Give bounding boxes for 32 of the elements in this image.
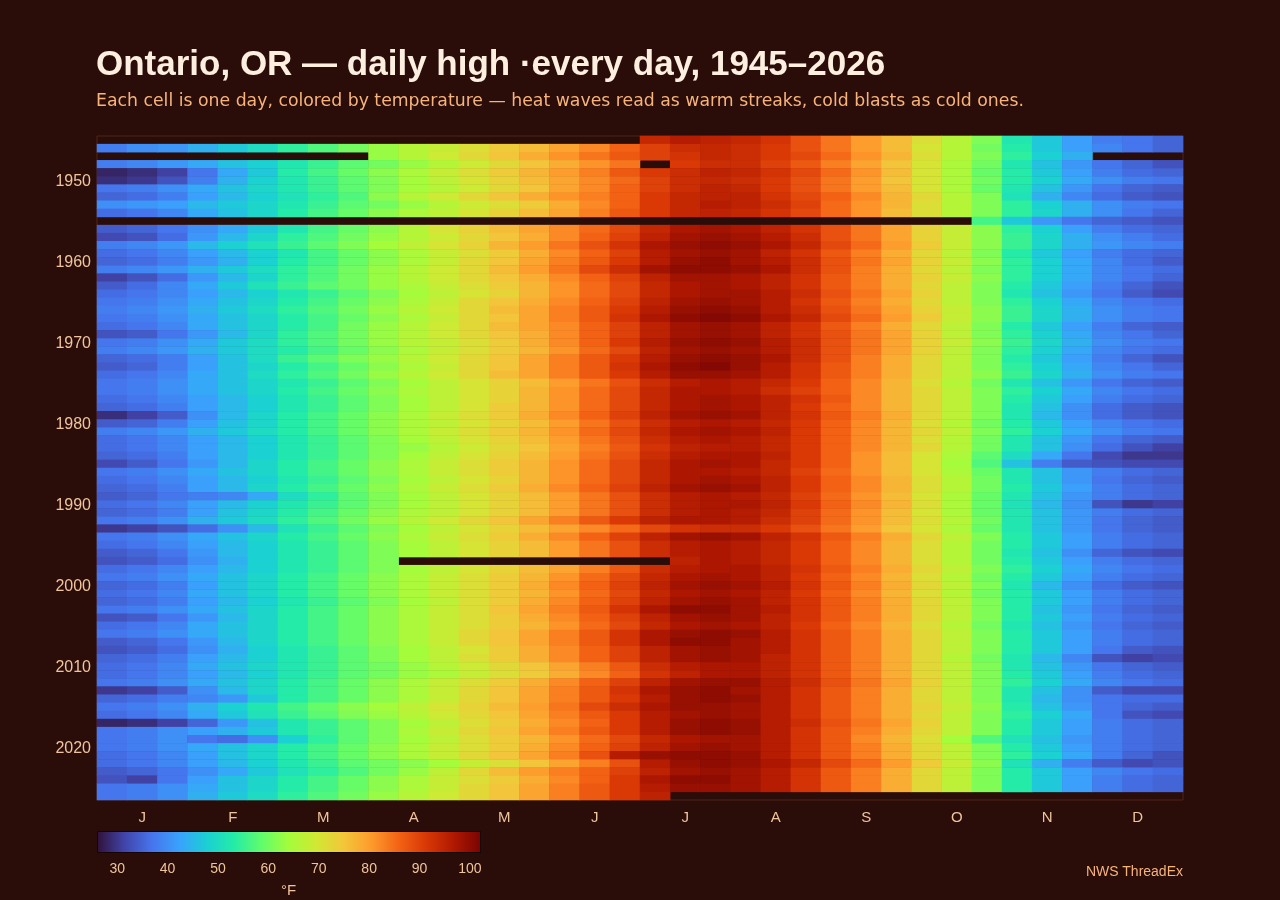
x-tick-label: A <box>770 808 781 825</box>
color-bar-label: 100 <box>458 860 482 876</box>
y-tick-label: 2000 <box>55 576 92 594</box>
x-tick-label: N <box>1041 808 1053 825</box>
color-bar-label: 40 <box>159 860 176 876</box>
color-bar-label: 90 <box>411 860 428 876</box>
x-tick-label: J <box>681 808 689 825</box>
y-tick-label: 1950 <box>55 172 92 190</box>
y-tick-label: 2020 <box>55 738 92 756</box>
text: NWS ThreadEx <box>1086 863 1183 879</box>
x-tick-label: M <box>498 808 511 825</box>
y-tick-label: 1970 <box>55 333 92 351</box>
color-bar-title: °F <box>280 881 297 898</box>
x-tick-label: A <box>408 808 419 825</box>
color-bar-label: 70 <box>310 860 327 876</box>
x-tick-label: F <box>228 808 238 825</box>
x-tick-label: S <box>861 808 872 825</box>
x-tick-label: M <box>317 808 330 825</box>
y-tick-label: 2010 <box>55 657 92 675</box>
y-tick-label: 1980 <box>55 414 92 432</box>
y-tick-label: 1960 <box>55 253 92 271</box>
y-tick-label: 1990 <box>55 495 92 513</box>
color-bar-label: 30 <box>109 860 126 876</box>
x-tick-label: D <box>1132 808 1144 825</box>
color-bar-label: 50 <box>210 860 226 876</box>
x-tick-label: J <box>138 808 146 825</box>
color-bar-label: 60 <box>260 860 277 876</box>
x-tick-label: J <box>591 808 599 825</box>
color-bar-label: 80 <box>361 860 378 876</box>
chart-subtitle: Each cell is one day, colored by temperature — heat waves read as warm streaks, cold blasts as cold ones. <box>96 89 1024 110</box>
chart-title: Ontario, OR — daily high ·every day, 1945–2026 <box>96 43 886 82</box>
x-tick-label: O <box>950 808 963 825</box>
